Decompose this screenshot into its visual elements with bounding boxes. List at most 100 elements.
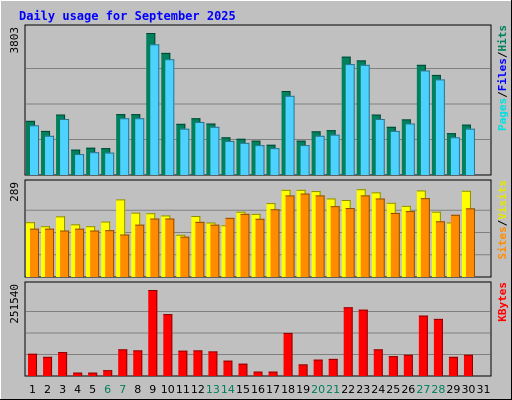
bar-fill bbox=[255, 218, 265, 277]
bar-kbytes bbox=[43, 356, 53, 376]
bar-files bbox=[45, 135, 55, 175]
bar-fill bbox=[403, 354, 413, 376]
bar-kbytes bbox=[208, 351, 218, 376]
bar-fill bbox=[405, 123, 415, 175]
bar-files bbox=[105, 152, 115, 175]
x-tick-label: 12 bbox=[191, 383, 205, 396]
bar-sites bbox=[210, 224, 220, 277]
bar-fill bbox=[150, 44, 160, 176]
bar-files bbox=[30, 125, 39, 175]
bar-fill bbox=[300, 193, 310, 277]
bar-sites bbox=[195, 221, 205, 277]
legend-visits: Visits bbox=[496, 180, 509, 220]
bar-sites bbox=[420, 198, 430, 277]
panel-hits-files-pages: 3803 Pages/Files/Hits bbox=[8, 24, 509, 176]
bar-kbytes bbox=[328, 358, 338, 376]
bar-fill bbox=[60, 230, 70, 277]
legend-sites: Sites bbox=[496, 226, 509, 259]
x-tick-label: 11 bbox=[176, 383, 190, 396]
bar-fill bbox=[30, 228, 39, 277]
chart-title: Daily usage for September 2025 bbox=[19, 9, 236, 23]
bar-fill bbox=[300, 145, 310, 175]
bar-fill bbox=[165, 59, 175, 175]
bar-fill bbox=[225, 217, 235, 277]
x-tick-label: 24 bbox=[371, 383, 385, 396]
bar-files bbox=[270, 148, 280, 175]
bar-fill bbox=[373, 349, 383, 376]
bar-kbytes bbox=[463, 354, 473, 376]
bar-sites bbox=[405, 211, 415, 277]
x-tick-label: 4 bbox=[74, 383, 81, 396]
bar-sites bbox=[225, 217, 235, 277]
x-tick-label: 29 bbox=[446, 383, 460, 396]
bar-fill bbox=[328, 358, 338, 376]
bar-files bbox=[75, 154, 85, 175]
bar-fill bbox=[240, 213, 250, 277]
bar-fill bbox=[343, 307, 353, 376]
x-tick-label: 22 bbox=[341, 383, 355, 396]
bar-files bbox=[375, 118, 385, 175]
bar-fill bbox=[45, 228, 55, 277]
bar-fill bbox=[90, 230, 100, 277]
bar-sites bbox=[90, 230, 100, 277]
bar-fill bbox=[88, 372, 98, 376]
bar-fill bbox=[270, 209, 280, 277]
legend-separator: / bbox=[496, 91, 509, 98]
bar-kbytes bbox=[388, 356, 398, 376]
bar-fill bbox=[285, 95, 295, 175]
bar-fill bbox=[435, 221, 445, 277]
x-tick-label: 19 bbox=[296, 383, 310, 396]
bar-fill bbox=[375, 118, 385, 175]
bar-sites bbox=[375, 198, 385, 277]
x-tick-label: 20 bbox=[311, 383, 325, 396]
bar-files bbox=[90, 152, 100, 175]
legend-pages: Pages bbox=[496, 98, 509, 131]
x-tick-label: 10 bbox=[161, 383, 175, 396]
bar-fill bbox=[60, 118, 70, 175]
bar-kbytes bbox=[118, 349, 128, 376]
bar-sites bbox=[75, 228, 85, 277]
legend-separator: / bbox=[496, 51, 509, 58]
bar-fill bbox=[178, 350, 188, 376]
x-tick-label: 30 bbox=[461, 383, 475, 396]
x-axis-ticks: 1 2 3 4 5 6 7 8 9 10 11 12 13 14 15 16 17 18 19 20 21 22 23 24 2… bbox=[29, 383, 490, 396]
bar-sites bbox=[465, 208, 475, 277]
bar-fill bbox=[463, 354, 473, 376]
bar-kbytes bbox=[103, 370, 113, 376]
bar-kbytes bbox=[223, 360, 233, 376]
x-tick-label: 15 bbox=[236, 383, 250, 396]
bar-files bbox=[420, 70, 430, 175]
x-tick-label: 2 bbox=[44, 383, 51, 396]
bar-fill bbox=[225, 141, 235, 175]
bar-sites bbox=[330, 206, 340, 277]
bar-fill bbox=[330, 206, 340, 277]
bar-files bbox=[450, 137, 460, 175]
bar-fill bbox=[180, 128, 190, 175]
y-max-label: 3803 bbox=[8, 27, 21, 54]
x-tick-label: 5 bbox=[89, 383, 96, 396]
bar-fill bbox=[195, 221, 205, 277]
bar-fill bbox=[150, 218, 160, 277]
bar-fill bbox=[223, 360, 233, 376]
bar-fill bbox=[90, 152, 100, 175]
legend-separator: / bbox=[496, 219, 509, 226]
bar-files bbox=[255, 145, 265, 175]
bar-sites bbox=[360, 195, 370, 277]
bar-files bbox=[405, 123, 415, 175]
bar-fill bbox=[420, 70, 430, 175]
bar-kbytes bbox=[148, 290, 158, 376]
bar-files bbox=[285, 95, 295, 175]
bar-kbytes bbox=[238, 363, 248, 376]
bar-fill bbox=[210, 224, 220, 277]
bar-fill bbox=[345, 64, 355, 175]
bar-fill bbox=[375, 198, 385, 277]
series-legend: Pages/Files/Hits bbox=[496, 25, 509, 131]
x-tick-label: 31 bbox=[476, 383, 490, 396]
bar-sites bbox=[150, 218, 160, 277]
bar-kbytes bbox=[448, 356, 458, 376]
bar-kbytes bbox=[418, 315, 428, 376]
bar-fill bbox=[390, 130, 400, 175]
legend-kbytes: KBytes bbox=[496, 282, 509, 322]
bar-files bbox=[60, 118, 70, 175]
bar-fill bbox=[105, 152, 115, 175]
